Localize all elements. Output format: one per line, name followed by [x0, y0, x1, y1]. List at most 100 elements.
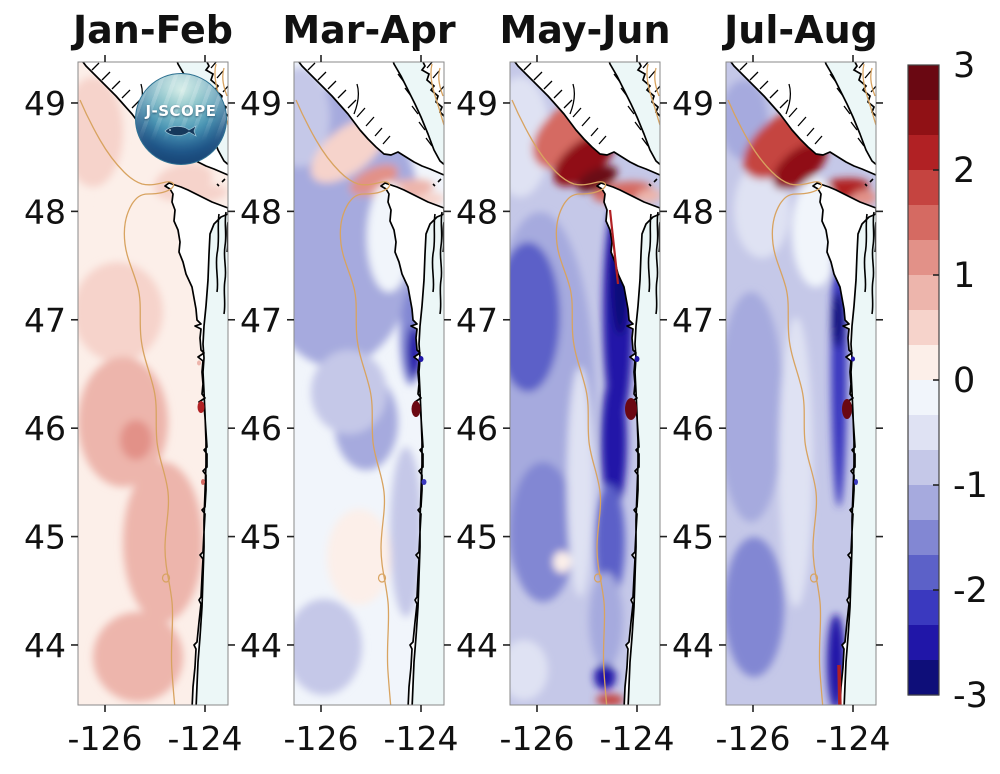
- colorbar-band: [908, 275, 939, 311]
- colorbar-band: [908, 345, 939, 381]
- lat-tick-label: 48: [456, 192, 498, 231]
- panel-title-jul-aug: Jul-Aug: [724, 8, 878, 52]
- anomaly-blob: [726, 292, 784, 522]
- lat-tick-label: 46: [456, 409, 498, 448]
- anomaly-blob: [726, 537, 784, 677]
- lat-tick-label: 46: [24, 409, 66, 448]
- coastal-anomaly-mark: [851, 356, 855, 362]
- panel-title-may-jun: May-Jun: [499, 8, 671, 52]
- anomaly-blob: [390, 447, 422, 617]
- georgia-strait-water: [609, 62, 660, 165]
- panel-frame: [293, 61, 445, 706]
- lon-tick-label: -124: [384, 719, 459, 758]
- colorbar-band: [908, 380, 939, 416]
- anomaly-blob: [510, 640, 548, 700]
- anomaly-blob: [294, 599, 362, 695]
- coastal-anomaly-mark: [634, 356, 640, 362]
- lat-tick-label: 44: [24, 626, 66, 665]
- lon-tick-label: -124: [816, 719, 891, 758]
- panel-frame: [725, 61, 877, 706]
- colorbar-band: [908, 100, 939, 136]
- lat-tick-label: 47: [240, 301, 282, 340]
- lat-tick-label: 46: [672, 409, 714, 448]
- lat-tick-label: 47: [456, 301, 498, 340]
- anomaly-blob: [327, 509, 391, 605]
- colorbar-band: [908, 450, 939, 486]
- panel-title-jan-feb: Jan-Feb: [73, 8, 233, 52]
- anomaly-blob: [93, 612, 183, 702]
- lat-tick-label: 44: [456, 626, 498, 665]
- anomaly-blob: [311, 350, 387, 434]
- anomaly-blob: [78, 262, 163, 362]
- anomaly-blob: [832, 292, 844, 348]
- colorbar-tick-label: 2: [953, 151, 975, 191]
- colorbar-tick-label: -1: [953, 466, 988, 506]
- lon-tick-label: -124: [600, 719, 675, 758]
- anomaly-blob: [601, 374, 627, 510]
- anomaly-blob: [123, 462, 203, 622]
- lat-tick-label: 45: [672, 518, 714, 557]
- colorbar-band: [908, 65, 939, 101]
- lat-tick-label: 46: [240, 409, 282, 448]
- lat-tick-label: 44: [672, 626, 714, 665]
- panel-clipped-content: [294, 62, 444, 705]
- georgia-strait-water: [393, 62, 444, 165]
- vancouver-island-land: [513, 62, 660, 176]
- colorbar-band: [908, 625, 939, 661]
- lat-tick-label: 49: [24, 84, 66, 123]
- colorbar-band: [908, 555, 939, 591]
- lon-tick-label: -126: [500, 719, 575, 758]
- coastal-anomaly-mark: [197, 360, 201, 366]
- georgia-strait-contour: [862, 63, 876, 126]
- anomaly-blob: [576, 166, 618, 192]
- shelf-break-contour: [511, 99, 608, 705]
- colorbar-band: [908, 415, 939, 451]
- anomaly-blob: [510, 462, 576, 602]
- lat-tick-label: 44: [240, 626, 282, 665]
- fjord-inlets: [307, 62, 433, 147]
- panel-frame: [509, 61, 661, 706]
- jscope-logo: J-SCOPE: [135, 73, 227, 165]
- closed-isobath-loop: [161, 573, 171, 583]
- lon-tick-label: -126: [716, 719, 791, 758]
- lat-tick-label: 45: [240, 518, 282, 557]
- coastal-anomaly-mark: [421, 479, 427, 485]
- sunray-overlay: [136, 74, 226, 164]
- lon-tick-label: -124: [168, 719, 243, 758]
- colorbar-band: [908, 135, 939, 171]
- lon-tick-label: -126: [68, 719, 143, 758]
- map-panel-jul-aug: 49 48 47 46 45 44 -126 -124: [672, 55, 890, 758]
- coastal-anomaly-mark: [418, 356, 424, 362]
- washington-oregon-land: [380, 182, 444, 705]
- lat-tick-label: 48: [24, 192, 66, 231]
- shelf-break-contour: [727, 99, 824, 705]
- jscope-logo-text: J-SCOPE: [145, 102, 217, 120]
- anomaly-blob: [567, 367, 593, 597]
- anomaly-blob: [596, 694, 624, 705]
- colorbar-band: [908, 485, 939, 521]
- lat-tick-label: 45: [456, 518, 498, 557]
- map-panel-jan-feb: 49 48 47 46 45 44 -126 -124: [24, 55, 242, 758]
- fjord-inlets: [523, 62, 649, 147]
- closed-isobath-loop: [593, 573, 603, 583]
- anomaly-blob: [349, 164, 399, 196]
- closed-isobath-loop: [377, 573, 387, 583]
- colorbar-tick-label: -3: [953, 676, 988, 716]
- vancouver-island-land: [729, 62, 876, 176]
- colorbar-band: [908, 170, 939, 206]
- panel-frame: [77, 61, 229, 706]
- colorbar: 3 2 1 0 -1 -2 -3: [907, 46, 988, 716]
- lat-tick-label: 49: [240, 84, 282, 123]
- anomaly-blob: [589, 572, 623, 668]
- coastal-anomaly-mark: [197, 401, 205, 413]
- anomaly-blob: [78, 77, 123, 187]
- lat-tick-label: 47: [672, 301, 714, 340]
- panel-clipped-content: [726, 62, 876, 705]
- lat-tick-label: 49: [672, 84, 714, 123]
- georgia-strait-water: [825, 62, 876, 165]
- georgia-strait-contour: [646, 63, 660, 126]
- anomaly-blob: [294, 67, 330, 167]
- coastal-anomaly-mark: [854, 479, 858, 485]
- colorbar-tick-label: -2: [953, 571, 988, 611]
